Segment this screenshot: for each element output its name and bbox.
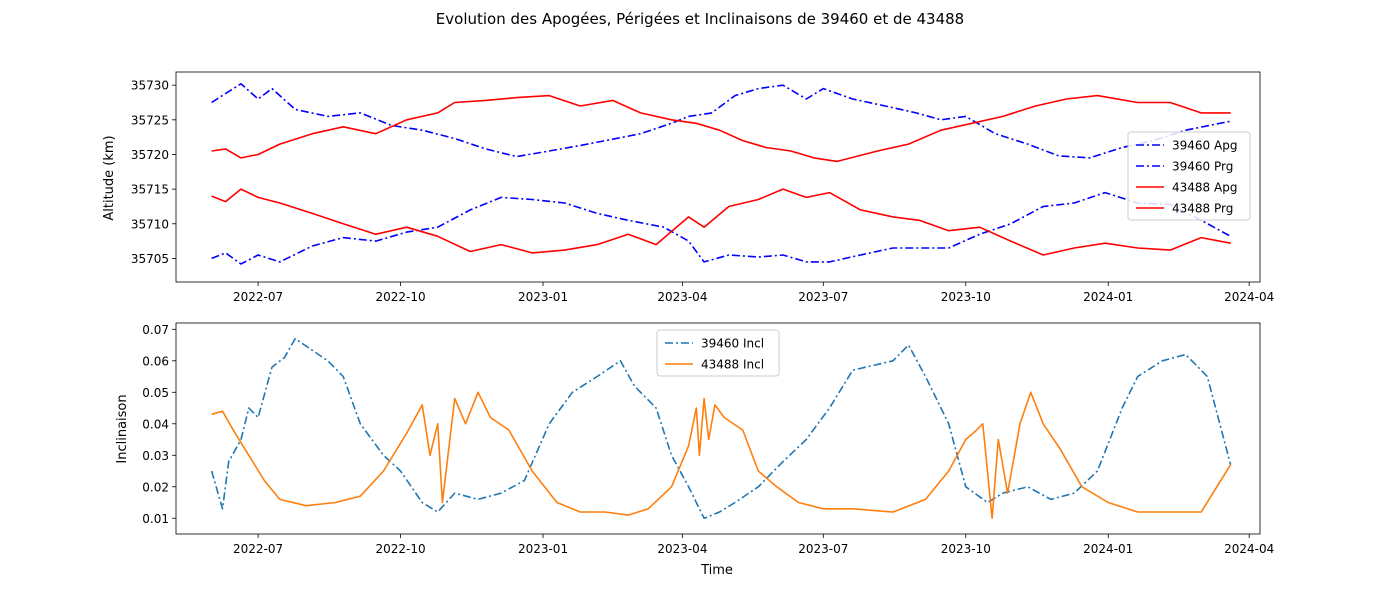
- x-tick-label: 2022-10: [375, 542, 425, 556]
- y-tick-label: 0.07: [142, 323, 169, 337]
- legend-label: 43488 Apg: [1172, 181, 1237, 195]
- y-tick-label: 0.03: [142, 449, 169, 463]
- x-tick-label: 2024-01: [1083, 542, 1133, 556]
- series-line-43488-prg: [211, 188, 1231, 256]
- y-tick-label: 0.02: [142, 480, 169, 494]
- x-tick-label: 2022-07: [233, 542, 283, 556]
- y-tick-label: 35720: [131, 148, 169, 162]
- altitude-plot: Altitude (km) 2022-07 2022-10 2023-01 2023-…: [102, 71, 1274, 304]
- x-tick-label: 2024-04: [1224, 542, 1274, 556]
- inclination-plot: Inclinaison Time 2022-07 2022-10 2023-01 20…: [115, 322, 1274, 578]
- series-line-43488-apg: [211, 94, 1231, 163]
- figure-title: Evolution des Apogées, Périgées et Incli…: [436, 10, 964, 28]
- altitude-ylabel: Altitude (km): [102, 135, 117, 220]
- x-tick-label: 2022-10: [375, 290, 425, 304]
- inclination-ylabel: Inclinaison: [115, 394, 130, 463]
- inclination-xlabel: Time: [700, 563, 733, 578]
- x-tick-label: 2023-07: [798, 542, 848, 556]
- y-tick-label: 35710: [131, 217, 169, 231]
- plot-frame: [175, 71, 1261, 283]
- x-tick-label: 2022-07: [233, 290, 283, 304]
- series-line-39460-incl: [210, 337, 1232, 520]
- y-tick-label: 0.04: [142, 417, 169, 431]
- x-tick-label: 2024-04: [1224, 290, 1274, 304]
- x-tick-label: 2023-07: [798, 290, 848, 304]
- y-tick-label: 35730: [131, 79, 169, 93]
- y-tick-label: 0.06: [142, 354, 169, 368]
- legend: 39460 Apg 39460 Prg 43488 Apg 43488 Prg: [1127, 131, 1251, 221]
- x-tick-label: 2024-01: [1083, 290, 1133, 304]
- y-tick-label: 35705: [131, 252, 169, 266]
- series-line-39460-prg: [211, 191, 1231, 265]
- legend: 39460 Incl 43488 Incl: [656, 329, 780, 377]
- x-tick-label: 2023-10: [941, 290, 991, 304]
- y-tick-label: 0.01: [142, 512, 169, 526]
- legend-label: 39460 Apg: [1172, 139, 1237, 153]
- y-tick-label: 35715: [131, 183, 169, 197]
- x-tick-label: 2023-01: [518, 542, 568, 556]
- legend-label: 39460 Incl: [701, 337, 764, 351]
- y-tick-label: 0.05: [142, 386, 169, 400]
- plot-frame: [175, 322, 1261, 535]
- series-line-39460-apg: [211, 83, 1231, 159]
- legend-label: 43488 Incl: [701, 358, 764, 372]
- legend-box: [1127, 131, 1251, 221]
- legend-label: 39460 Prg: [1172, 160, 1233, 174]
- x-tick-label: 2023-10: [941, 542, 991, 556]
- x-tick-label: 2023-04: [657, 542, 707, 556]
- x-tick-label: 2023-01: [518, 290, 568, 304]
- x-tick-label: 2023-04: [657, 290, 707, 304]
- y-tick-label: 35725: [131, 113, 169, 127]
- series-line-43488-incl: [211, 391, 1232, 520]
- legend-label: 43488 Prg: [1172, 202, 1233, 216]
